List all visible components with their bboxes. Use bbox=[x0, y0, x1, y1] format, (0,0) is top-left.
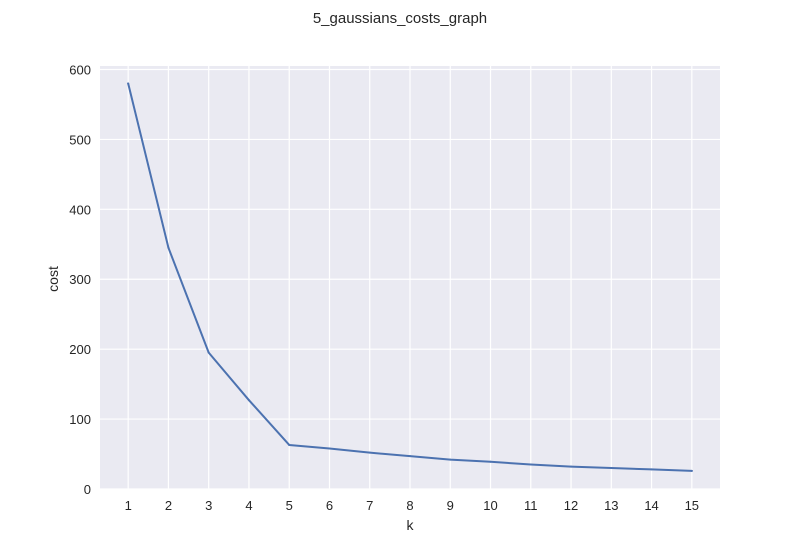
data-point bbox=[489, 460, 492, 463]
x-axis-ticks: 1 2 3 4 5 6 7 8 9 10 11 12 13 14 15 bbox=[125, 498, 699, 513]
y-axis-ticks: 0 100 200 300 400 500 600 bbox=[69, 62, 91, 497]
data-point bbox=[127, 82, 130, 85]
x-tick-label: 11 bbox=[524, 498, 538, 513]
x-tick-label: 3 bbox=[205, 498, 212, 513]
data-point bbox=[690, 469, 693, 472]
y-tick-label: 300 bbox=[69, 272, 91, 287]
x-tick-label: 2 bbox=[165, 498, 172, 513]
data-point bbox=[610, 467, 613, 470]
data-point bbox=[449, 458, 452, 461]
data-point bbox=[529, 463, 532, 466]
x-tick-label: 4 bbox=[245, 498, 252, 513]
data-point bbox=[409, 455, 411, 458]
y-tick-label: 200 bbox=[69, 342, 91, 357]
data-point bbox=[207, 351, 210, 354]
x-tick-label: 6 bbox=[326, 498, 333, 513]
x-tick-label: 13 bbox=[604, 498, 618, 513]
y-tick-label: 500 bbox=[69, 132, 91, 147]
x-axis-label: k bbox=[407, 517, 415, 533]
x-tick-label: 12 bbox=[564, 498, 578, 513]
x-tick-label: 5 bbox=[286, 498, 293, 513]
x-tick-label: 9 bbox=[447, 498, 454, 513]
x-tick-label: 10 bbox=[483, 498, 497, 513]
grid bbox=[100, 66, 720, 490]
data-point bbox=[328, 447, 331, 450]
y-tick-label: 100 bbox=[69, 412, 91, 427]
y-tick-label: 600 bbox=[69, 62, 91, 77]
data-point bbox=[368, 451, 371, 454]
x-tick-label: 15 bbox=[685, 498, 699, 513]
x-tick-label: 7 bbox=[366, 498, 373, 513]
x-tick-label: 8 bbox=[406, 498, 413, 513]
y-axis-label: cost bbox=[45, 266, 61, 292]
data-point bbox=[570, 465, 573, 468]
series-layer bbox=[127, 82, 693, 472]
y-tick-label: 400 bbox=[69, 202, 91, 217]
x-tick-label: 14 bbox=[644, 498, 658, 513]
chart-title: 5_gaussians_costs_graph bbox=[313, 10, 487, 27]
data-point bbox=[650, 468, 653, 471]
data-point bbox=[167, 246, 170, 249]
x-tick-label: 1 bbox=[125, 498, 132, 513]
data-point bbox=[247, 399, 250, 402]
y-tick-label: 0 bbox=[84, 482, 91, 497]
data-point bbox=[288, 443, 291, 446]
